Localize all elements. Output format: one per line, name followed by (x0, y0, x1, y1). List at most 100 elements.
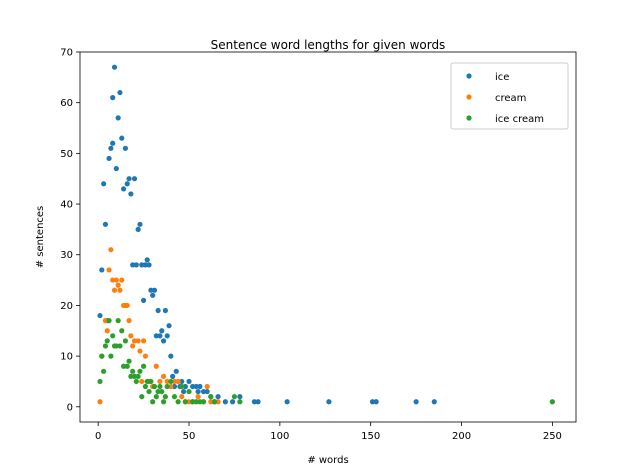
data-point (160, 373, 167, 379)
data-point (160, 338, 167, 344)
data-point (110, 333, 116, 339)
data-point (179, 394, 185, 400)
data-point (157, 333, 163, 339)
data-point (155, 307, 161, 314)
data-point (182, 383, 188, 390)
data-point (131, 176, 138, 182)
data-point (164, 383, 170, 390)
data-point (108, 247, 114, 253)
data-point (126, 358, 132, 364)
data-point (117, 89, 123, 96)
data-point (110, 95, 116, 101)
data-point (122, 145, 129, 151)
data-point (142, 262, 149, 268)
data-point (102, 318, 109, 324)
data-point (139, 394, 145, 400)
data-point (222, 399, 228, 405)
data-point (113, 165, 119, 172)
data-point (101, 181, 107, 187)
data-point (99, 267, 105, 273)
data-point (171, 394, 178, 400)
data-point (200, 399, 207, 405)
x-axis-title: # words (307, 455, 348, 466)
data-point (159, 388, 165, 395)
data-point (171, 378, 178, 385)
x-tick-label: 50 (183, 431, 196, 442)
data-point (160, 399, 167, 405)
data-point (175, 399, 181, 405)
data-point (99, 353, 105, 359)
data-point (413, 399, 419, 405)
data-point (151, 383, 158, 390)
data-point (131, 373, 138, 379)
data-point (195, 388, 201, 395)
data-point (102, 221, 109, 227)
data-point (150, 399, 156, 405)
data-point (195, 394, 201, 400)
data-point (133, 378, 139, 385)
data-point (171, 383, 178, 390)
data-point (200, 388, 207, 395)
data-point (208, 394, 214, 400)
data-point (106, 155, 112, 162)
data-point (159, 328, 165, 334)
data-point (204, 388, 210, 395)
data-point (110, 140, 116, 146)
data-point (153, 333, 159, 339)
data-point (135, 226, 141, 232)
y-tick-label: 40 (60, 200, 73, 211)
data-point (128, 373, 134, 379)
data-point (124, 302, 130, 309)
series-ice (97, 64, 437, 405)
data-point (369, 399, 376, 405)
data-point (215, 394, 221, 400)
data-point (148, 287, 154, 293)
data-point (130, 368, 136, 374)
data-point (155, 388, 161, 395)
data-point (124, 363, 130, 369)
axes-frame (79, 51, 577, 423)
data-point (179, 383, 185, 390)
data-point (128, 191, 134, 197)
data-point (144, 257, 150, 263)
y-tick-label: 70 (60, 48, 73, 59)
data-point (170, 373, 176, 379)
y-axis-title: # sentences (35, 206, 46, 269)
y-tick-label: 0 (67, 402, 73, 413)
legend-marker-cream (466, 94, 472, 100)
data-point (119, 277, 125, 283)
data-point (128, 333, 134, 339)
data-point (231, 394, 238, 400)
data-point (162, 307, 168, 314)
series-ice-cream (97, 318, 555, 405)
data-point (175, 378, 181, 385)
data-point (115, 318, 121, 324)
x-tick-label: 0 (95, 431, 101, 442)
data-point (284, 399, 290, 405)
data-point (186, 399, 192, 405)
data-point (101, 368, 107, 374)
x-tick-label: 100 (270, 431, 289, 442)
data-point (182, 399, 188, 405)
data-point (133, 262, 139, 268)
data-point (186, 378, 192, 385)
data-point (137, 221, 143, 227)
legend-marker-ice-cream (466, 115, 472, 121)
data-point (130, 262, 136, 268)
legend-box (450, 62, 569, 130)
data-point (119, 328, 125, 334)
chart-title: Sentence word lengths for given words (211, 38, 446, 52)
data-point (142, 383, 149, 390)
data-point (150, 292, 156, 298)
data-point (148, 378, 154, 385)
data-point (122, 338, 129, 344)
data-point (113, 277, 119, 283)
data-point (124, 181, 130, 187)
data-point (146, 388, 152, 395)
data-point (130, 343, 136, 349)
data-point (139, 378, 145, 385)
data-point (115, 115, 121, 121)
data-point (146, 262, 152, 268)
data-point (102, 343, 109, 349)
